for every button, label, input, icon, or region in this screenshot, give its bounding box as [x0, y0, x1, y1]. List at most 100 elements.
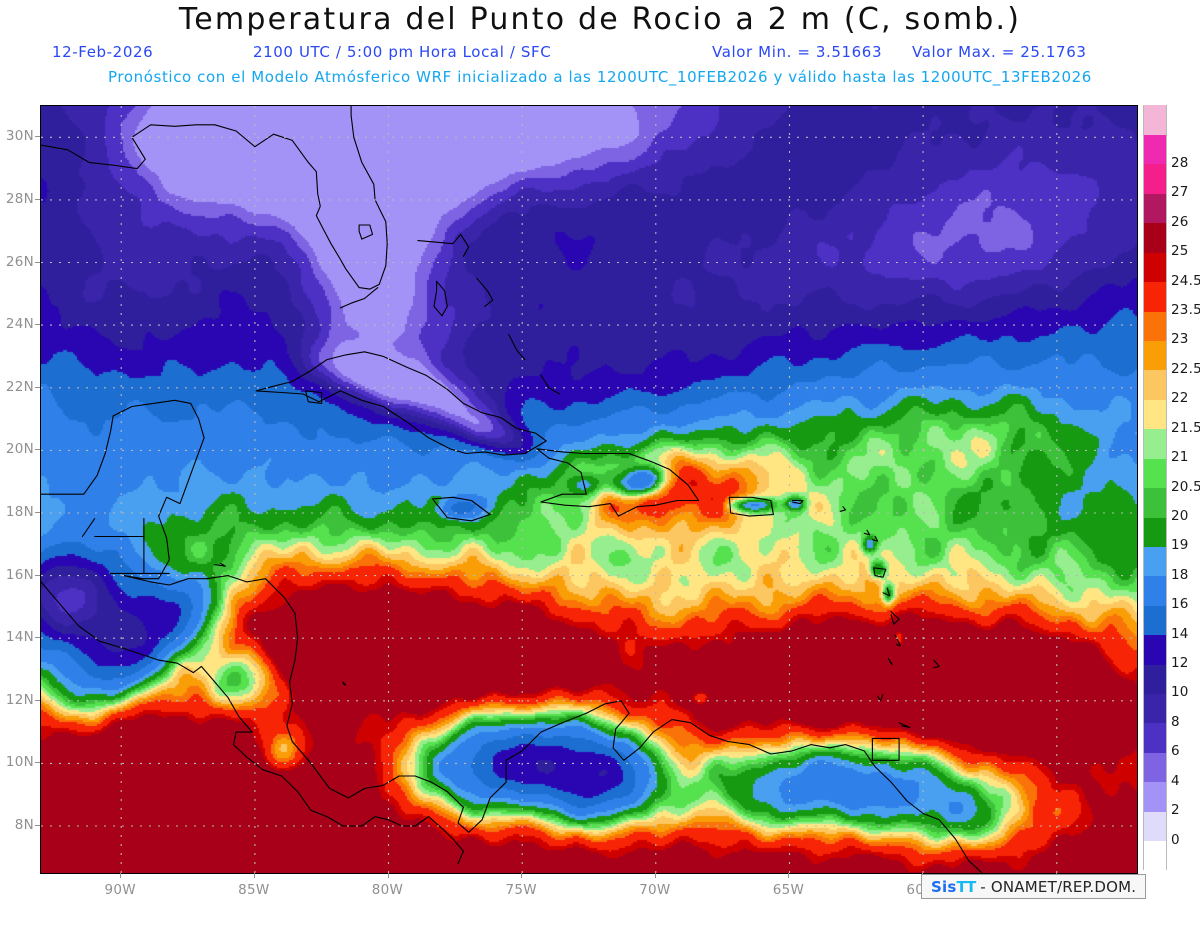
- valor-max-label: Valor Max. = 25.1763: [912, 43, 1087, 61]
- lat-tick-mark: [35, 825, 40, 827]
- colorbar-tick-label: 26: [1171, 213, 1189, 230]
- colorbar-segment: [1144, 722, 1166, 753]
- lon-tick-label: 75W: [505, 882, 537, 898]
- colorbar-tick-label: 6: [1171, 743, 1180, 760]
- lat-tick-label: 16N: [5, 566, 34, 583]
- colorbar-segment: [1144, 340, 1166, 371]
- lon-tick-mark: [120, 873, 122, 878]
- colorbar-tick-label: 21.5: [1171, 419, 1200, 436]
- colorbar-tick-label: 27: [1171, 184, 1189, 201]
- lat-tick-mark: [35, 261, 40, 263]
- colorbar-segment: [1144, 634, 1166, 665]
- colorbar-segment: [1144, 781, 1166, 812]
- colorbar-segment: [1144, 664, 1166, 695]
- lon-tick-label: 70W: [639, 882, 671, 898]
- colorbar-tick-label: 22: [1171, 390, 1189, 407]
- colorbar-tick-label: 23: [1171, 331, 1189, 348]
- colorbar-tick-label: 10: [1171, 684, 1189, 701]
- colorbar-segment: [1144, 811, 1166, 842]
- colorbar-segment: [1144, 752, 1166, 783]
- colorbar-tick-label: 25: [1171, 243, 1189, 260]
- model-description: Pronóstico con el Modelo Atmósferico WRF…: [108, 68, 1092, 86]
- lat-tick-mark: [35, 637, 40, 639]
- colorbar-tick-label: 2: [1171, 802, 1180, 819]
- lat-tick-label: 20N: [5, 441, 34, 458]
- colorbar-segment: [1144, 428, 1166, 459]
- lat-tick-mark: [35, 198, 40, 200]
- colorbar-tick-label: 12: [1171, 655, 1189, 672]
- colorbar-tick-label: 20: [1171, 507, 1189, 524]
- colorbar-tick-label: 16: [1171, 596, 1189, 613]
- colorbar-tick-label: 28: [1171, 154, 1189, 171]
- lat-tick-mark: [35, 449, 40, 451]
- lat-tick-label: 28N: [5, 190, 34, 207]
- lat-tick-mark: [35, 386, 40, 388]
- lon-tick-label: 80W: [371, 882, 404, 898]
- colorbar-segment: [1144, 193, 1166, 224]
- credit-badge: Sis TT - ONAMET/REP.DOM.: [921, 874, 1147, 899]
- forecast-time-line: 2100 UTC / 5:00 pm Hora Local / SFC: [253, 43, 552, 61]
- valor-min-label: Valor Min. = 3.51663: [712, 43, 883, 61]
- lon-tick-label: 65W: [772, 882, 805, 898]
- map-plot-area[interactable]: [40, 105, 1138, 874]
- lat-tick-label: 22N: [5, 378, 34, 395]
- colorbar-segment: [1144, 281, 1166, 312]
- lat-tick-mark: [35, 762, 40, 764]
- colorbar-segment: [1144, 693, 1166, 724]
- page-title: Temperatura del Punto de Rocio a 2 m (C,…: [178, 2, 1022, 37]
- lat-tick-mark: [35, 324, 40, 326]
- colorbar-tick-label: 22.5: [1171, 360, 1200, 377]
- colorbar-tick-label: 24.5: [1171, 272, 1200, 289]
- lat-tick-label: 30N: [5, 128, 34, 145]
- colorbar-tick-label: 18: [1171, 566, 1189, 583]
- colorbar-segment: [1144, 163, 1166, 194]
- lat-tick-label: 12N: [5, 691, 34, 708]
- lon-tick-label: 90W: [104, 882, 136, 898]
- colorbar-tick-label: 14: [1171, 625, 1189, 642]
- lat-tick-label: 8N: [14, 817, 34, 834]
- lat-tick-label: 24N: [5, 316, 34, 333]
- lat-tick-label: 10N: [5, 754, 34, 771]
- lon-tick-mark: [521, 873, 523, 878]
- lat-tick-mark: [35, 511, 40, 513]
- colorbar-segment: [1144, 546, 1166, 577]
- colorbar-tick-label: 8: [1171, 713, 1180, 730]
- colorbar-segment: [1144, 105, 1166, 136]
- colorbar-tick-label: 4: [1171, 772, 1180, 789]
- lat-tick-label: 26N: [5, 253, 34, 270]
- sis-logo-text: Sis: [931, 877, 957, 896]
- lat-tick-mark: [35, 699, 40, 701]
- lon-tick-mark: [253, 873, 255, 878]
- forecast-date: 12-Feb-2026: [52, 43, 154, 61]
- colorbar-tick-label: 21: [1171, 449, 1189, 466]
- colorbar-tick-label: 20.5: [1171, 478, 1200, 495]
- colorbar[interactable]: [1143, 105, 1167, 871]
- organization-label: - ONAMET/REP.DOM.: [980, 877, 1137, 896]
- colorbar-tick-label: 0: [1171, 831, 1180, 848]
- colorbar-segment: [1144, 310, 1166, 341]
- pi-logo-icon: TT: [956, 877, 976, 896]
- lat-tick-mark: [35, 136, 40, 138]
- lon-tick-mark: [387, 873, 389, 878]
- lat-tick-mark: [35, 574, 40, 576]
- colorbar-segment: [1144, 369, 1166, 400]
- colorbar-segment: [1144, 516, 1166, 547]
- colorbar-segment: [1144, 487, 1166, 518]
- colorbar-segment: [1144, 399, 1166, 430]
- lon-tick-mark: [654, 873, 656, 878]
- colorbar-segment: [1144, 575, 1166, 606]
- lat-tick-label: 14N: [5, 629, 34, 646]
- lat-tick-label: 18N: [5, 503, 34, 520]
- colorbar-tick-label: 23.5: [1171, 301, 1200, 318]
- dewpoint-shaded-field: [41, 106, 1137, 873]
- colorbar-segment: [1144, 134, 1166, 165]
- lon-tick-label: 85W: [238, 882, 270, 898]
- colorbar-segment: [1144, 458, 1166, 489]
- colorbar-segment: [1144, 840, 1166, 871]
- colorbar-segment: [1144, 605, 1166, 636]
- chart-header: Temperatura del Punto de Rocio a 2 m (C,…: [0, 0, 1200, 96]
- colorbar-tick-label: 19: [1171, 537, 1189, 554]
- colorbar-segment: [1144, 252, 1166, 283]
- lon-tick-mark: [788, 873, 790, 878]
- colorbar-segment: [1144, 222, 1166, 253]
